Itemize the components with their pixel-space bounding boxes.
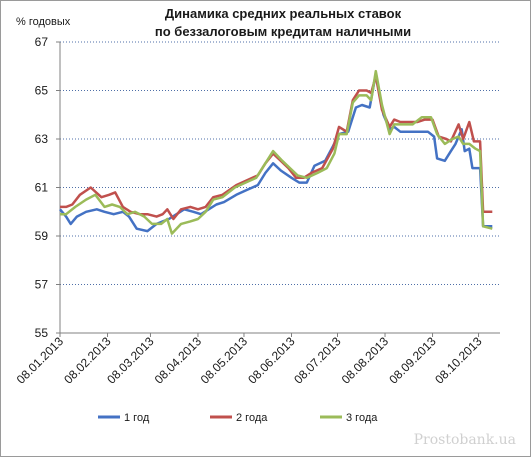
y-tick-label: 59 (35, 229, 49, 243)
y-tick-label: 55 (35, 326, 49, 340)
legend-label-2: 2 года (236, 412, 268, 424)
y-tick-label: 67 (35, 35, 49, 49)
y-tick-label: 65 (35, 84, 49, 98)
series-line-3 (60, 69, 493, 235)
series-line-2 (60, 74, 493, 221)
x-tick-label: 08.08.2013 (339, 334, 392, 387)
axes (56, 41, 500, 337)
watermark: Prostobank.ua (414, 432, 516, 448)
legend: 1 год 2 года 3 года (98, 412, 378, 424)
series-lines (59, 69, 493, 235)
y-tick-labels: 55 57 59 61 63 65 67 (35, 35, 49, 340)
x-tick-label: 08.07.2013 (291, 334, 344, 387)
legend-label-1: 1 год (124, 412, 150, 424)
chart-title-line-2: по беззалоговым кредитам наличными (155, 24, 411, 39)
x-tick-label: 08.05.2013 (198, 334, 251, 387)
x-tick-label: 08.10.2013 (432, 334, 485, 387)
x-tick-label: 08.04.2013 (152, 334, 205, 387)
y-tick-label: 57 (35, 278, 49, 292)
x-tick-label: 08.06.2013 (245, 334, 298, 387)
x-tick-label: 08.03.2013 (104, 334, 157, 387)
series-line-1 (59, 72, 493, 233)
chart-title-line-1: Динамика средних реальных ставок (165, 6, 402, 21)
x-tick-label: 08.09.2013 (386, 334, 439, 387)
y-axis-label: % годовых (16, 16, 71, 28)
x-tick-label: 08.01.2013 (14, 334, 67, 387)
gridlines (60, 41, 500, 285)
y-tick-label: 63 (35, 132, 49, 146)
y-tick-label: 61 (35, 181, 49, 195)
legend-label-3: 3 года (346, 412, 378, 424)
x-tick-labels: 08.01.201308.02.201308.03.201308.04.2013… (14, 334, 485, 387)
